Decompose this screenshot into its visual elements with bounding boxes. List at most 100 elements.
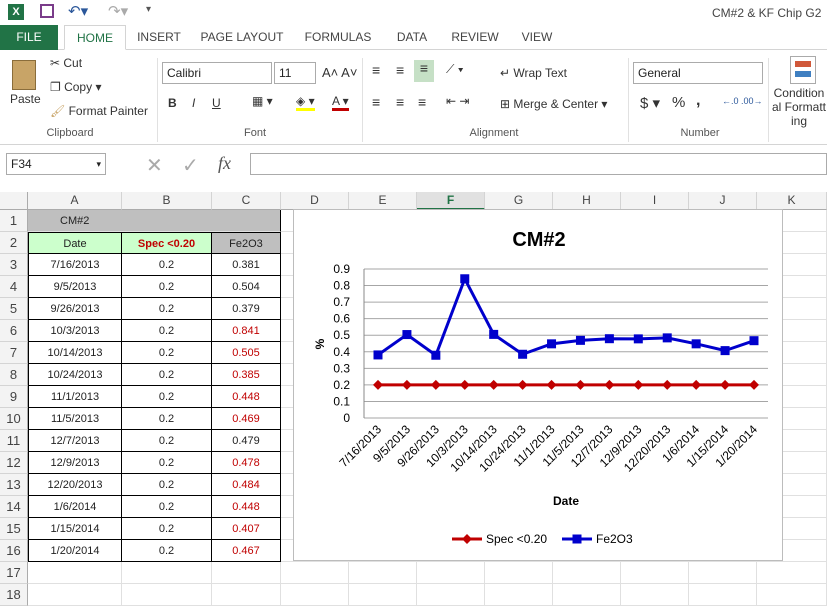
- data-cell[interactable]: 0.469: [212, 408, 281, 430]
- data-cell[interactable]: 0.385: [212, 364, 281, 386]
- data-cell[interactable]: 1/6/2014: [28, 496, 122, 518]
- cell[interactable]: [417, 584, 485, 606]
- tab-file[interactable]: FILE: [0, 25, 58, 50]
- data-cell[interactable]: 0.2: [122, 496, 212, 518]
- data-cell[interactable]: 0.479: [212, 430, 281, 452]
- cell[interactable]: [485, 584, 553, 606]
- row-header-8[interactable]: 8: [0, 364, 28, 386]
- cell[interactable]: [28, 562, 122, 584]
- insert-function-button[interactable]: fx: [218, 153, 231, 173]
- comma-button[interactable]: ,: [696, 92, 701, 109]
- data-cell[interactable]: 0.2: [122, 518, 212, 540]
- conditional-formatting-button[interactable]: Conditional Formatting: [771, 86, 826, 128]
- cell[interactable]: [689, 562, 757, 584]
- data-cell[interactable]: 9/5/2013: [28, 276, 122, 298]
- row-header-5[interactable]: 5: [0, 298, 28, 320]
- cell[interactable]: [553, 584, 621, 606]
- row-header-9[interactable]: 9: [0, 386, 28, 408]
- data-cell[interactable]: 12/20/2013: [28, 474, 122, 496]
- column-header-A[interactable]: A: [28, 192, 122, 210]
- font-size-select[interactable]: 11: [274, 62, 316, 84]
- align-middle-icon[interactable]: ≡: [396, 62, 405, 78]
- row-header-15[interactable]: 15: [0, 518, 28, 540]
- italic-button[interactable]: I: [192, 96, 196, 110]
- column-header-J[interactable]: J: [689, 192, 757, 210]
- align-right-icon[interactable]: ≡: [418, 94, 427, 110]
- cell[interactable]: [122, 562, 212, 584]
- tab-insert[interactable]: INSERT: [137, 30, 181, 44]
- font-color-icon[interactable]: A ▾: [332, 94, 349, 111]
- cell[interactable]: [281, 562, 349, 584]
- row-header-17[interactable]: 17: [0, 562, 28, 584]
- borders-icon[interactable]: ▦ ▾: [252, 94, 273, 108]
- select-all-button[interactable]: [0, 192, 28, 210]
- orientation-icon[interactable]: ⟋ ▾: [446, 62, 464, 76]
- cell[interactable]: [485, 562, 553, 584]
- row-header-10[interactable]: 10: [0, 408, 28, 430]
- wrap-text-button[interactable]: ↵ Wrap Text: [500, 66, 567, 80]
- paste-button[interactable]: Paste: [10, 92, 41, 106]
- data-cell[interactable]: 0.2: [122, 254, 212, 276]
- data-cell[interactable]: 10/3/2013: [28, 320, 122, 342]
- data-cell[interactable]: 0.407: [212, 518, 281, 540]
- data-cell[interactable]: 0.2: [122, 386, 212, 408]
- data-cell[interactable]: 0.2: [122, 342, 212, 364]
- data-cell[interactable]: 10/24/2013: [28, 364, 122, 386]
- row-header-3[interactable]: 3: [0, 254, 28, 276]
- format-painter-button[interactable]: 🖌 Format Painter: [50, 104, 148, 118]
- align-bottom-icon[interactable]: ≡: [414, 60, 434, 82]
- data-cell[interactable]: 0.2: [122, 540, 212, 562]
- cut-button[interactable]: ✂ Cut: [50, 56, 83, 70]
- formula-input[interactable]: [250, 153, 827, 175]
- underline-button[interactable]: U: [212, 96, 221, 110]
- save-icon[interactable]: [40, 4, 54, 18]
- align-top-icon[interactable]: ≡: [372, 62, 381, 78]
- data-cell[interactable]: 10/14/2013: [28, 342, 122, 364]
- align-center-icon[interactable]: ≡: [396, 94, 405, 110]
- row-header-16[interactable]: 16: [0, 540, 28, 562]
- cell[interactable]: [281, 584, 349, 606]
- data-cell[interactable]: 0.2: [122, 408, 212, 430]
- tab-page-layout[interactable]: PAGE LAYOUT: [200, 30, 284, 44]
- data-cell[interactable]: 0.448: [212, 386, 281, 408]
- cell[interactable]: [212, 584, 281, 606]
- percent-button[interactable]: %: [672, 94, 686, 111]
- cell[interactable]: [621, 584, 689, 606]
- cell[interactable]: [757, 584, 827, 606]
- row-header-2[interactable]: 2: [0, 232, 28, 254]
- data-cell[interactable]: 0.448: [212, 496, 281, 518]
- cell[interactable]: [349, 562, 417, 584]
- decimal-icons[interactable]: ←.0 .00→: [722, 96, 763, 106]
- redo-icon[interactable]: ↷▾: [108, 3, 129, 20]
- grow-font-button[interactable]: A˄ A˅: [322, 65, 358, 80]
- data-cell[interactable]: 0.2: [122, 452, 212, 474]
- column-header-E[interactable]: E: [349, 192, 417, 210]
- cancel-icon[interactable]: ✕: [146, 155, 163, 177]
- cell[interactable]: [122, 584, 212, 606]
- column-header-I[interactable]: I: [621, 192, 689, 210]
- row-header-13[interactable]: 13: [0, 474, 28, 496]
- data-cell[interactable]: 0.2: [122, 320, 212, 342]
- merge-center-button[interactable]: ⊞ Merge & Center ▾: [500, 97, 608, 111]
- data-cell[interactable]: 0.379: [212, 298, 281, 320]
- cell[interactable]: [621, 562, 689, 584]
- data-cell[interactable]: 12/9/2013: [28, 452, 122, 474]
- cell[interactable]: [212, 562, 281, 584]
- cell[interactable]: [28, 584, 122, 606]
- row-header-18[interactable]: 18: [0, 584, 28, 606]
- undo-icon[interactable]: ↶▾: [68, 3, 89, 20]
- data-cell[interactable]: 0.467: [212, 540, 281, 562]
- enter-icon[interactable]: ✓: [182, 155, 199, 177]
- chart[interactable]: CM#2 0 0.1 0.2 0.3 0.4 0.5 0.6 0.7 0.8 0.9% 7/16/20…: [293, 209, 783, 561]
- data-cell[interactable]: 11/1/2013: [28, 386, 122, 408]
- row-header-4[interactable]: 4: [0, 276, 28, 298]
- data-cell[interactable]: 0.2: [122, 276, 212, 298]
- cell[interactable]: [349, 584, 417, 606]
- number-format-select[interactable]: General: [633, 62, 763, 84]
- data-cell[interactable]: 7/16/2013: [28, 254, 122, 276]
- row-header-12[interactable]: 12: [0, 452, 28, 474]
- tab-home[interactable]: HOME: [64, 25, 126, 50]
- bold-button[interactable]: B: [168, 96, 177, 110]
- column-header-G[interactable]: G: [485, 192, 553, 210]
- tab-formulas[interactable]: FORMULAS: [304, 30, 372, 44]
